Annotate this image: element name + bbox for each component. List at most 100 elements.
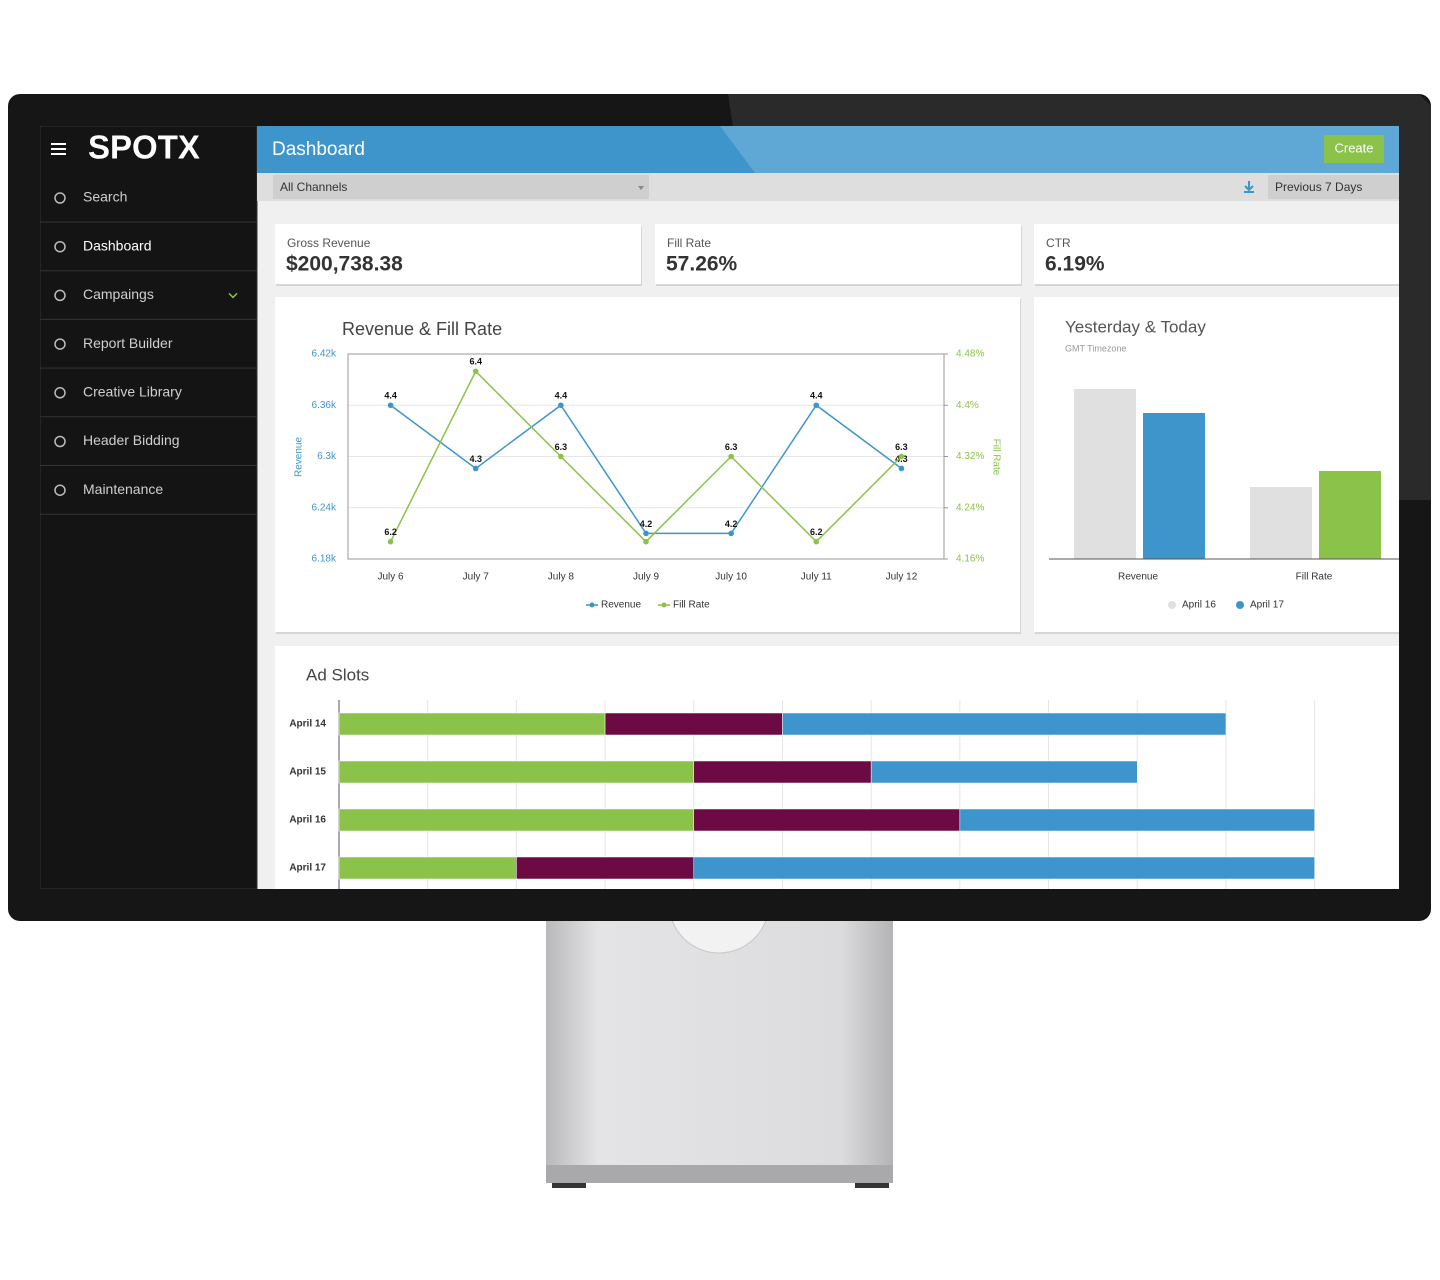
menu-icon bbox=[54, 192, 66, 204]
data-point bbox=[898, 465, 905, 472]
sidebar bbox=[40, 126, 258, 889]
bar bbox=[1074, 389, 1136, 559]
bar-segment bbox=[604, 712, 783, 736]
menu-item[interactable]: Header Bidding bbox=[83, 432, 180, 448]
y-tick-label: 6.18k bbox=[312, 554, 337, 565]
x-tick-label: July 9 bbox=[633, 572, 660, 583]
menu-icon bbox=[54, 387, 66, 399]
range-label[interactable]: Previous 7 Days bbox=[1275, 180, 1362, 194]
screen: SPOTX Search Dashboard Campaings Report Buil… bbox=[40, 126, 1399, 889]
bar-segment bbox=[782, 712, 1227, 736]
card bbox=[655, 224, 1021, 284]
data-point bbox=[728, 453, 734, 460]
brand-logo: SPOTX bbox=[88, 129, 200, 166]
legend-swatch bbox=[1236, 601, 1244, 609]
point-label: 6.3 bbox=[555, 442, 568, 452]
menu-item[interactable]: Maintenance bbox=[83, 481, 163, 497]
menu-icon bbox=[54, 435, 66, 448]
kpi-label: Fill Rate bbox=[667, 236, 711, 250]
legend-label: Revenue bbox=[601, 600, 641, 611]
data-point bbox=[558, 402, 564, 409]
menu-icon bbox=[54, 484, 66, 496]
chevron bbox=[228, 292, 238, 299]
card bbox=[1034, 224, 1399, 284]
chart-title: Yesterday & Today bbox=[1065, 317, 1206, 336]
x-tick-label: Revenue bbox=[1118, 572, 1158, 583]
channel-select[interactable] bbox=[273, 175, 649, 199]
point-label: 6.4 bbox=[469, 357, 482, 367]
data-point bbox=[728, 530, 734, 537]
y-tick-label: April 16 bbox=[289, 815, 326, 826]
menu-icon bbox=[54, 240, 66, 253]
menu-item[interactable]: Report Builder bbox=[83, 335, 173, 351]
y-tick-label: 6.24k bbox=[312, 502, 337, 513]
bar-segment bbox=[870, 760, 1138, 784]
header-highlight bbox=[720, 126, 1399, 173]
y2-tick-label: 4.24% bbox=[956, 502, 984, 513]
create-label[interactable]: Create bbox=[1334, 140, 1373, 155]
legend-swatch bbox=[589, 602, 595, 608]
menu-icon bbox=[54, 289, 66, 302]
menu-item[interactable]: Search bbox=[83, 189, 127, 205]
bar-segment bbox=[959, 808, 1315, 832]
menu-icon[interactable] bbox=[51, 143, 66, 155]
point-label: 4.3 bbox=[469, 454, 482, 464]
page-title: Dashboard bbox=[272, 139, 365, 160]
chart-subtitle: GMT Timezone bbox=[1065, 343, 1126, 353]
data-point bbox=[472, 465, 479, 472]
kpi-value: 6.19% bbox=[1045, 253, 1105, 276]
data-point bbox=[387, 402, 394, 409]
bar-segment bbox=[338, 856, 517, 880]
data-point bbox=[898, 453, 905, 460]
point-label: 4.4 bbox=[384, 391, 397, 401]
stand-foot bbox=[552, 1183, 586, 1188]
data-point bbox=[813, 538, 820, 545]
channel-label[interactable]: All Channels bbox=[280, 180, 347, 194]
y2-tick-label: 4.32% bbox=[956, 451, 984, 462]
point-label: 6.3 bbox=[895, 442, 908, 452]
point-label: 4.4 bbox=[555, 391, 568, 401]
bar-segment bbox=[693, 760, 872, 784]
bar-segment bbox=[338, 760, 695, 784]
menu-icon bbox=[54, 338, 66, 350]
x-tick-label: July 8 bbox=[548, 572, 575, 583]
x-tick-label: July 12 bbox=[886, 572, 918, 583]
bar-segment bbox=[693, 856, 1315, 880]
x-tick-label: July 6 bbox=[378, 572, 405, 583]
bar-segment bbox=[338, 712, 606, 736]
range-select[interactable] bbox=[1268, 175, 1399, 199]
bar bbox=[1143, 413, 1205, 559]
legend-label: April 16 bbox=[1182, 600, 1216, 611]
x-tick-label: July 7 bbox=[463, 572, 490, 583]
y-tick-label: April 14 bbox=[289, 719, 326, 730]
menu-item[interactable]: Creative Library bbox=[83, 384, 182, 400]
y-tick-label: 6.42k bbox=[312, 349, 337, 360]
menu-item[interactable]: Campaings bbox=[83, 286, 154, 302]
point-label: 6.2 bbox=[384, 527, 397, 537]
stand-base bbox=[546, 1165, 893, 1183]
card bbox=[275, 224, 641, 284]
download-icon[interactable] bbox=[1244, 181, 1254, 193]
bar bbox=[1319, 471, 1381, 559]
legend-label: April 17 bbox=[1250, 600, 1284, 611]
legend-swatch bbox=[1168, 601, 1176, 609]
menu-item[interactable]: Dashboard bbox=[83, 237, 152, 253]
data-point bbox=[643, 538, 649, 545]
legend-label: Fill Rate bbox=[673, 600, 710, 611]
point-label: 6.2 bbox=[810, 527, 823, 537]
create-button[interactable] bbox=[1324, 135, 1384, 163]
kpi-value: $200,738.38 bbox=[286, 253, 403, 276]
plot-frame bbox=[347, 353, 945, 560]
y-tick-label: 6.36k bbox=[312, 400, 337, 411]
y2-tick-label: 4.16% bbox=[956, 554, 984, 565]
data-point bbox=[643, 530, 649, 537]
point-label: 4.2 bbox=[640, 519, 653, 529]
y2-axis-title: Fill Rate bbox=[990, 439, 1001, 476]
legend-swatch bbox=[661, 602, 667, 608]
point-label: 6.3 bbox=[725, 442, 738, 452]
y2-tick-label: 4.48% bbox=[956, 349, 984, 360]
point-label: 4.2 bbox=[725, 519, 738, 529]
x-tick-label: Fill Rate bbox=[1296, 572, 1333, 583]
x-tick-label: July 11 bbox=[801, 572, 832, 583]
